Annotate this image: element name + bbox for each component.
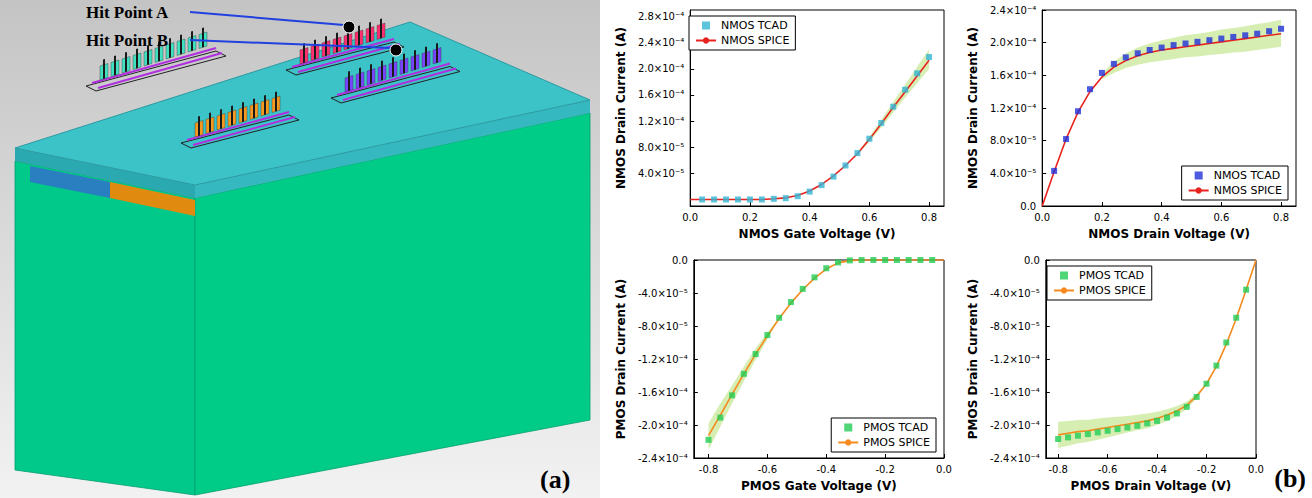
svg-text:-1.6×10⁻⁴: -1.6×10⁻⁴: [638, 387, 688, 398]
svg-text:-0.2: -0.2: [875, 464, 895, 475]
svg-text:NMOS Gate Voltage (V): NMOS Gate Voltage (V): [739, 227, 896, 241]
svg-text:-0.8: -0.8: [1048, 464, 1068, 475]
svg-text:0.0: 0.0: [672, 255, 688, 266]
svg-text:PMOS SPICE: PMOS SPICE: [863, 436, 930, 449]
svg-text:-4.0×10⁻⁵: -4.0×10⁻⁵: [990, 288, 1040, 299]
svg-text:0.0: 0.0: [682, 212, 698, 223]
svg-text:-2.0×10⁻⁴: -2.0×10⁻⁴: [638, 420, 688, 431]
svg-text:NMOS Drain Current (A): NMOS Drain Current (A): [614, 27, 628, 189]
svg-text:-1.2×10⁻⁴: -1.2×10⁻⁴: [638, 354, 688, 365]
svg-text:-2.4×10⁻⁴: -2.4×10⁻⁴: [990, 453, 1040, 464]
svg-text:-4.0×10⁻⁵: -4.0×10⁻⁵: [638, 288, 688, 299]
svg-text:4.0×10⁻⁵: 4.0×10⁻⁵: [638, 168, 684, 179]
svg-text:0.0: 0.0: [1020, 201, 1036, 212]
svg-text:-8.0×10⁻⁵: -8.0×10⁻⁵: [638, 321, 688, 332]
svg-text:0.0: 0.0: [1034, 212, 1050, 223]
svg-text:PMOS Gate Voltage (V): PMOS Gate Voltage (V): [741, 479, 897, 493]
svg-text:Hit Point B: Hit Point B: [86, 31, 168, 50]
svg-text:-2.0×10⁻⁴: -2.0×10⁻⁴: [990, 420, 1040, 431]
svg-text:2.0×10⁻⁴: 2.0×10⁻⁴: [638, 63, 684, 74]
svg-text:2.0×10⁻⁴: 2.0×10⁻⁴: [990, 37, 1036, 48]
svg-text:2.4×10⁻⁴: 2.4×10⁻⁴: [638, 37, 684, 48]
svg-text:0.6: 0.6: [861, 212, 877, 223]
svg-text:8.0×10⁻⁵: 8.0×10⁻⁵: [638, 142, 684, 153]
svg-text:1.6×10⁻⁴: 1.6×10⁻⁴: [638, 89, 684, 100]
svg-text:-0.8: -0.8: [699, 464, 719, 475]
svg-text:0.0: 0.0: [1024, 255, 1040, 266]
svg-text:NMOS SPICE: NMOS SPICE: [721, 34, 789, 47]
svg-text:0.8: 0.8: [921, 212, 937, 223]
svg-text:PMOS SPICE: PMOS SPICE: [1079, 284, 1146, 297]
svg-text:0.8: 0.8: [1273, 212, 1289, 223]
svg-text:NMOS TCAD: NMOS TCAD: [1214, 169, 1281, 182]
svg-text:0.2: 0.2: [1094, 212, 1110, 223]
svg-text:0.2: 0.2: [742, 212, 758, 223]
svg-text:1.2×10⁻⁴: 1.2×10⁻⁴: [990, 103, 1036, 114]
svg-text:0.0: 0.0: [1248, 464, 1264, 475]
svg-text:(a): (a): [540, 465, 570, 494]
svg-text:PMOS TCAD: PMOS TCAD: [1079, 269, 1144, 282]
svg-text:0.0: 0.0: [936, 464, 952, 475]
svg-text:-1.2×10⁻⁴: -1.2×10⁻⁴: [990, 354, 1040, 365]
svg-text:NMOS SPICE: NMOS SPICE: [1214, 184, 1282, 197]
svg-text:-0.4: -0.4: [817, 464, 837, 475]
svg-text:-0.4: -0.4: [1147, 464, 1167, 475]
html-text:(b): (b): [1274, 464, 1306, 493]
svg-text:2.4×10⁻⁴: 2.4×10⁻⁴: [990, 5, 1036, 16]
svg-text:1.2×10⁻⁴: 1.2×10⁻⁴: [638, 116, 684, 127]
svg-text:NMOS TCAD: NMOS TCAD: [721, 19, 788, 32]
svg-text:-0.2: -0.2: [1197, 464, 1217, 475]
svg-text:Hit Point A: Hit Point A: [86, 3, 169, 22]
svg-text:NMOS Drain Voltage (V): NMOS Drain Voltage (V): [1088, 227, 1250, 241]
svg-text:-0.6: -0.6: [1098, 464, 1118, 475]
svg-text:0.4: 0.4: [802, 212, 818, 223]
svg-text:PMOS Drain Current (A): PMOS Drain Current (A): [966, 279, 980, 440]
svg-text:-1.6×10⁻⁴: -1.6×10⁻⁴: [990, 387, 1040, 398]
svg-text:PMOS Drain Voltage (V): PMOS Drain Voltage (V): [1071, 479, 1232, 493]
svg-text:2.8×10⁻⁴: 2.8×10⁻⁴: [638, 11, 684, 22]
svg-text:-0.6: -0.6: [758, 464, 778, 475]
svg-text:NMOS Drain Current (A): NMOS Drain Current (A): [966, 27, 980, 189]
svg-text:4.0×10⁻⁵: 4.0×10⁻⁵: [990, 168, 1036, 179]
svg-text:0.4: 0.4: [1154, 212, 1170, 223]
svg-text:0.6: 0.6: [1213, 212, 1229, 223]
svg-text:-8.0×10⁻⁵: -8.0×10⁻⁵: [990, 321, 1040, 332]
svg-text:PMOS TCAD: PMOS TCAD: [863, 421, 928, 434]
svg-text:-2.4×10⁻⁴: -2.4×10⁻⁴: [638, 453, 688, 464]
svg-text:8.0×10⁻⁵: 8.0×10⁻⁵: [990, 135, 1036, 146]
svg-text:1.6×10⁻⁴: 1.6×10⁻⁴: [990, 70, 1036, 81]
svg-text:PMOS Drain Current (A): PMOS Drain Current (A): [614, 279, 628, 440]
